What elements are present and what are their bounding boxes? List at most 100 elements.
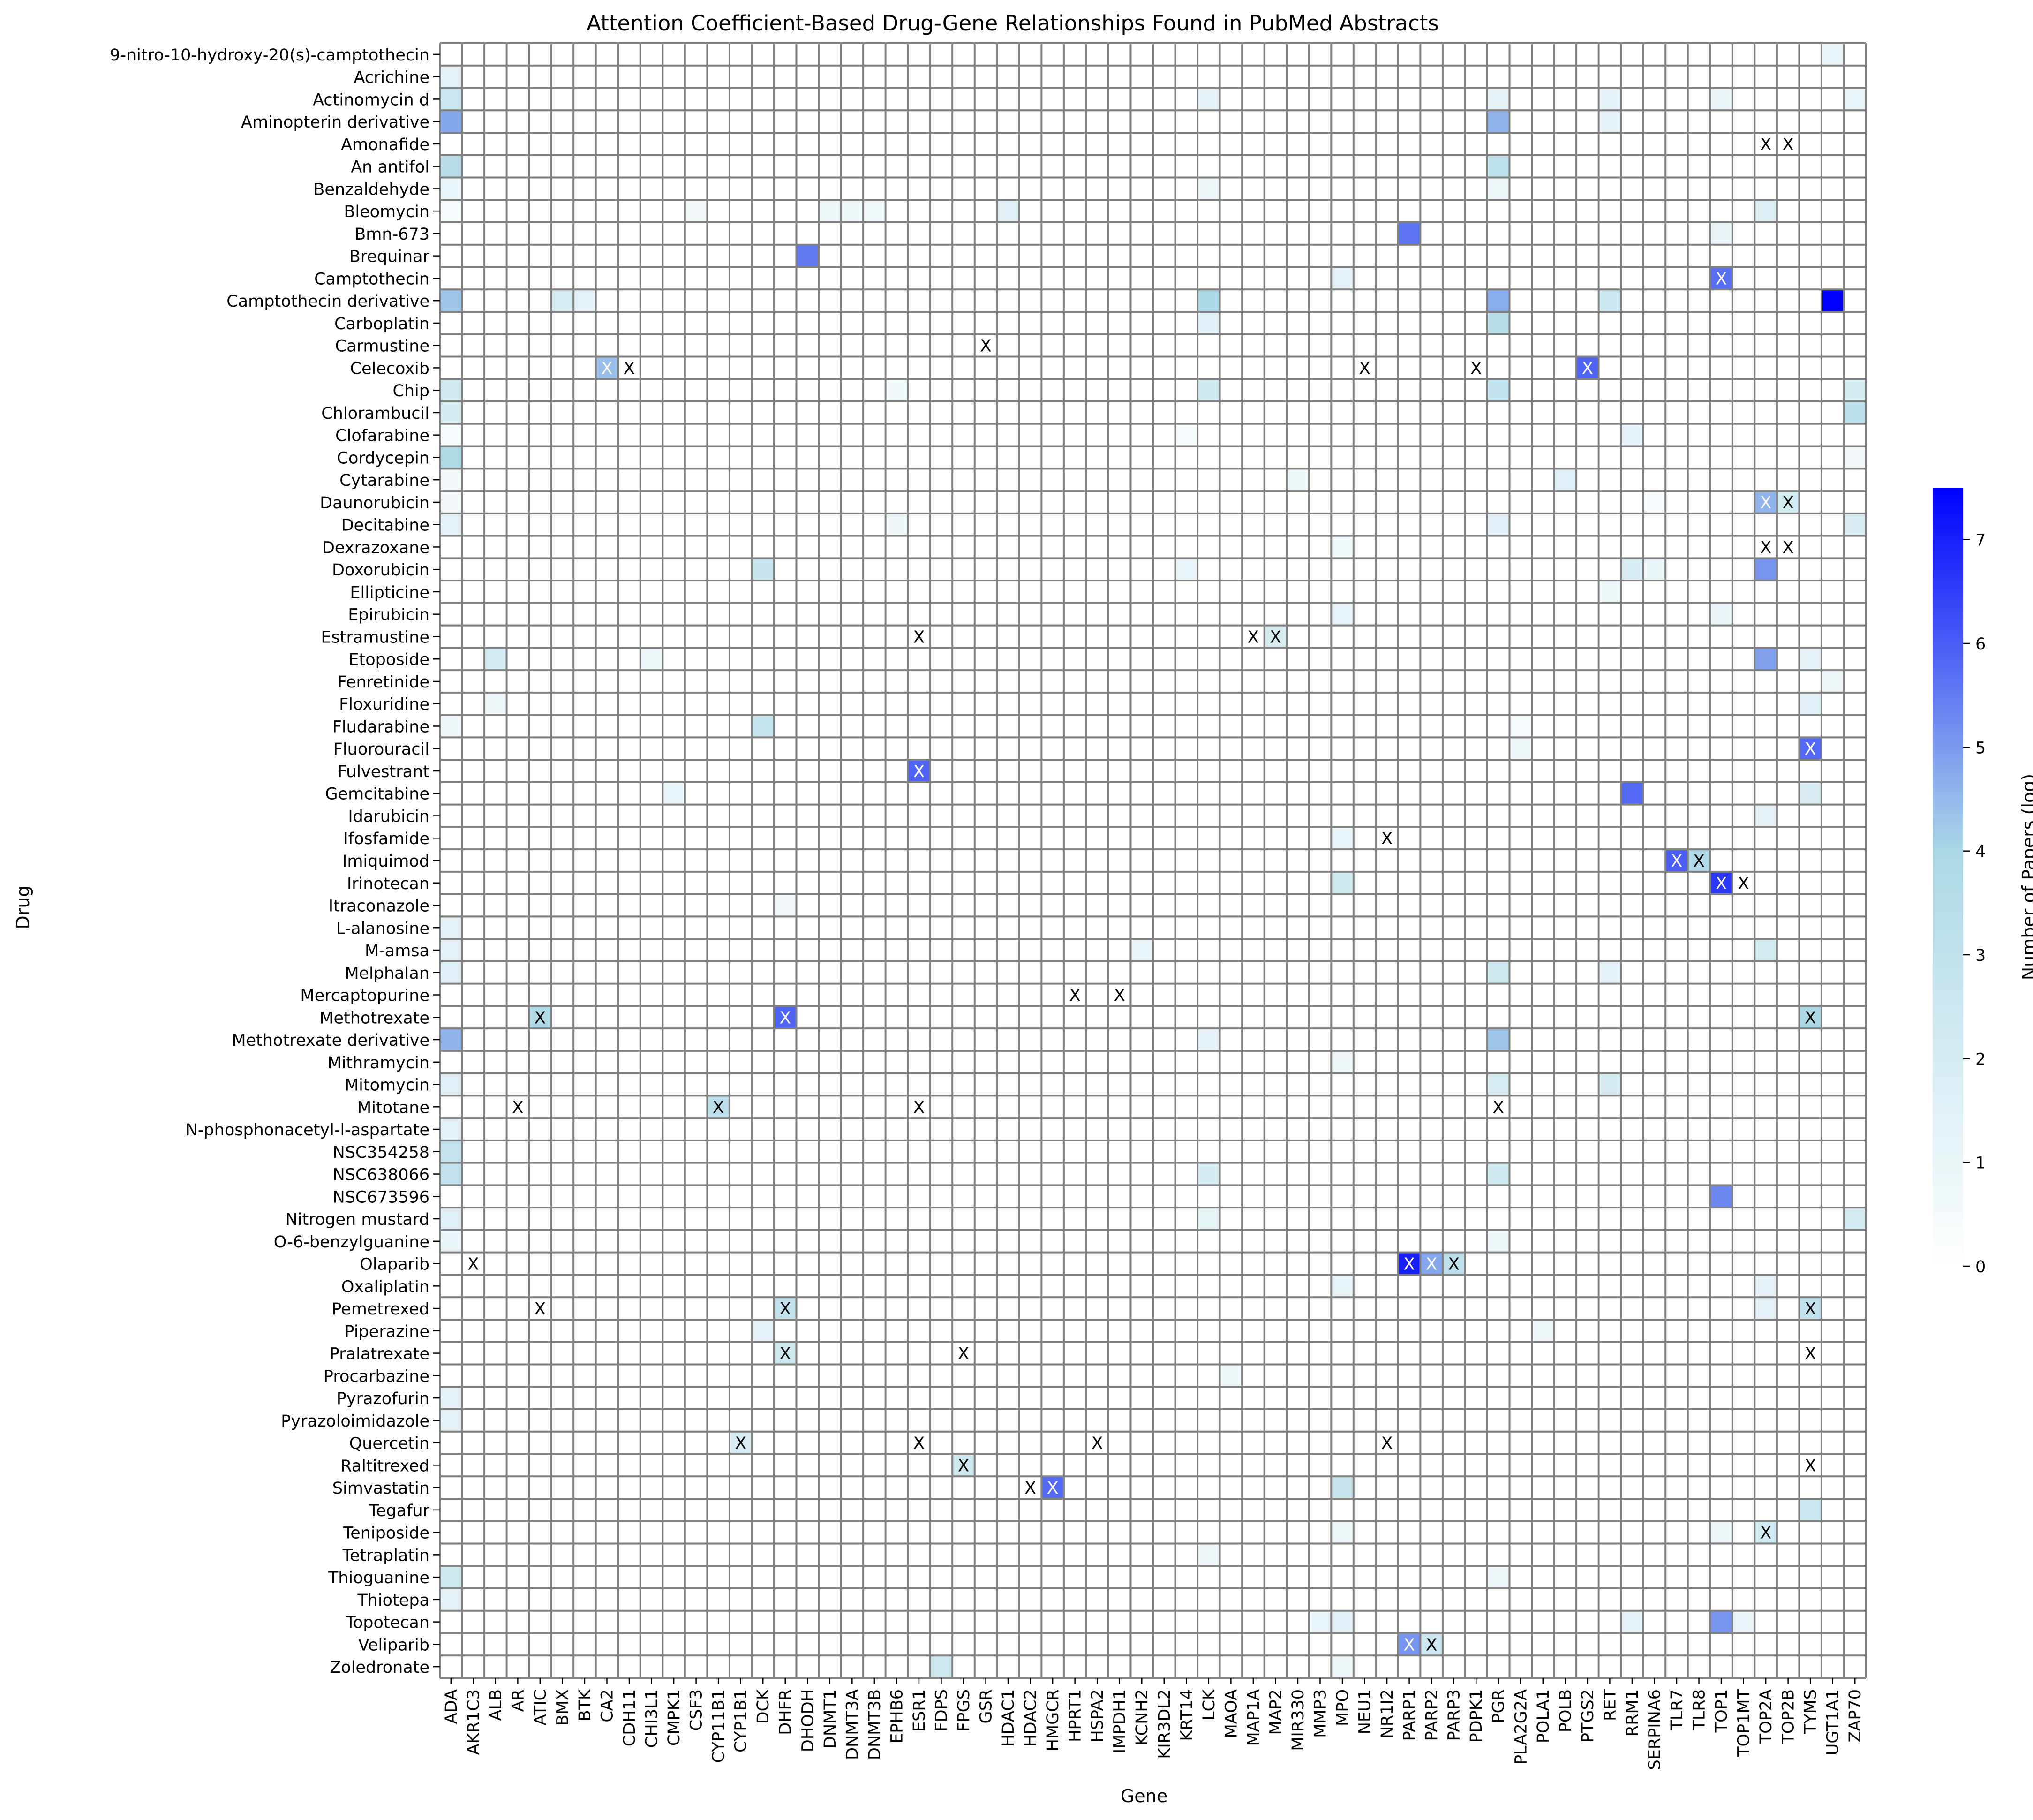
x-tick-label: ADA <box>442 1689 461 1724</box>
x-tick-label: MAP2 <box>1266 1689 1285 1735</box>
heatmap-cell <box>729 1431 752 1454</box>
heatmap-cell <box>1621 423 1643 446</box>
heatmap-cell <box>1754 200 1777 223</box>
cell-marker-x: X <box>1805 1008 1816 1027</box>
x-tick-label: PTGS2 <box>1579 1689 1597 1743</box>
cell-marker-x: X <box>980 337 992 356</box>
heatmap-cell <box>1754 804 1777 827</box>
y-tick-label: Itraconazole <box>329 897 429 916</box>
heatmap-cell <box>440 88 462 111</box>
cell-marker-x: X <box>1470 359 1482 378</box>
y-tick-label: Carmustine <box>335 337 429 356</box>
heatmap-cell <box>440 1140 462 1163</box>
heatmap-cell <box>885 513 908 536</box>
y-tick-label: Nitrogen mustard <box>286 1210 429 1229</box>
cell-marker-x: X <box>913 1098 925 1117</box>
y-tick-label: Simvastatin <box>332 1479 429 1498</box>
x-tick-label: IMPDH1 <box>1111 1689 1129 1753</box>
heatmap-cell <box>1398 1633 1421 1656</box>
heatmap-cell <box>1442 1252 1465 1275</box>
x-tick-label: MPO <box>1333 1689 1352 1726</box>
x-tick-label: HSPA2 <box>1088 1689 1107 1743</box>
heatmap-cell <box>1710 1185 1732 1208</box>
y-tick-label: Idarubicin <box>348 807 429 826</box>
heatmap-cell <box>1821 289 1844 312</box>
heatmap-cell <box>863 200 886 223</box>
y-tick-label: Ifosfamide <box>343 830 429 848</box>
heatmap-cell <box>440 379 462 402</box>
y-tick-label: Pralatrexate <box>330 1345 429 1364</box>
heatmap-cell <box>440 1028 462 1051</box>
cell-marker-x: X <box>1426 1635 1438 1654</box>
y-tick-label: Pyrazoloimidazole <box>281 1412 429 1431</box>
heatmap-cell <box>440 468 462 491</box>
y-tick-label: Floxuridine <box>339 695 429 714</box>
x-tick-label: BMX <box>553 1689 572 1726</box>
cell-marker-x: X <box>1716 269 1727 288</box>
y-tick-label: Piperazine <box>345 1322 429 1341</box>
x-tick-label: CSF3 <box>687 1689 706 1731</box>
heatmap-cell <box>1309 1610 1332 1633</box>
heatmap-cell <box>440 200 462 223</box>
cell-marker-x: X <box>1492 1098 1504 1117</box>
heatmap-cell <box>1732 1610 1755 1633</box>
heatmap-cell <box>1621 1610 1643 1633</box>
x-tick-label: NR1I2 <box>1378 1689 1397 1738</box>
y-tick-label: Fenretinide <box>338 673 429 692</box>
heatmap-grid <box>439 42 1867 1679</box>
y-tick-label: Camptothecin derivative <box>226 292 429 311</box>
x-tick-label: DNMT3B <box>866 1689 884 1760</box>
cell-marker-x: X <box>1760 135 1772 154</box>
x-tick-label: PDPK1 <box>1467 1689 1486 1743</box>
heatmap-cell <box>440 491 462 514</box>
heatmap-cell <box>1175 558 1198 581</box>
colorbar-tick-label: 0 <box>1975 1258 1986 1276</box>
y-tick-label: Cordycepin <box>337 449 429 468</box>
heatmap-cell <box>1687 849 1710 872</box>
y-tick-label: Acrichine <box>354 68 429 87</box>
x-tick-label: TOP1MT <box>1735 1689 1754 1757</box>
heatmap-cell <box>1799 1006 1822 1029</box>
y-tick-label: N-phosphonacetyl-l-aspartate <box>186 1121 429 1140</box>
y-tick-label: Tetraplatin <box>342 1546 429 1565</box>
gene-axis: ADA AKR1C3 ALB AR ATIC BMX BTK CA2 CDH11 CHI3L1 CM… <box>442 1678 1865 1770</box>
cell-marker-x: X <box>779 1008 791 1027</box>
heatmap-cell <box>1398 1252 1421 1275</box>
cell-marker-x: X <box>535 1299 546 1319</box>
heatmap-cell <box>1331 1050 1354 1073</box>
heatmap-cell <box>1799 648 1822 671</box>
heatmap-cell <box>440 289 462 312</box>
x-tick-label: CDH11 <box>620 1689 639 1746</box>
cell-marker-x: X <box>1024 1479 1036 1498</box>
heatmap-cell <box>1331 1655 1354 1678</box>
cell-marker-x: X <box>958 1456 970 1475</box>
heatmap-cell <box>440 1118 462 1140</box>
y-tick-label: Imiquimod <box>342 852 429 871</box>
y-tick-label: Decitabine <box>341 516 429 535</box>
heatmap-cell <box>440 446 462 469</box>
y-tick-label: Quercetin <box>349 1435 429 1453</box>
heatmap-cell <box>1710 267 1732 290</box>
heatmap-cell <box>1710 1610 1732 1633</box>
heatmap-cell <box>685 200 708 223</box>
x-tick-label: KIR3DL2 <box>1155 1689 1174 1759</box>
heatmap-cell <box>1487 1028 1510 1051</box>
y-tick-label: Fludarabine <box>332 717 429 736</box>
y-tick-label: Brequinar <box>349 248 430 266</box>
x-tick-label: DCK <box>754 1689 773 1724</box>
colorbar-tick-label: 6 <box>1975 635 1986 654</box>
x-tick-label: HMGCR <box>1044 1689 1062 1751</box>
x-tick-label: CYP11B1 <box>709 1689 728 1763</box>
heatmap-cell <box>752 558 774 581</box>
heatmap-cell <box>1420 1633 1443 1656</box>
cell-marker-x: X <box>1782 135 1794 154</box>
heatmap-cell <box>1576 356 1599 379</box>
y-tick-label: NSC354258 <box>333 1143 429 1162</box>
y-tick-label: Aminopterin derivative <box>241 113 429 132</box>
x-tick-label: KCNH2 <box>1133 1689 1152 1745</box>
y-tick-label: Actinomycin d <box>313 91 429 109</box>
x-tick-label: PARP2 <box>1423 1689 1441 1741</box>
y-tick-label: Zoledronate <box>330 1658 429 1677</box>
x-tick-label: PARP1 <box>1401 1689 1419 1741</box>
